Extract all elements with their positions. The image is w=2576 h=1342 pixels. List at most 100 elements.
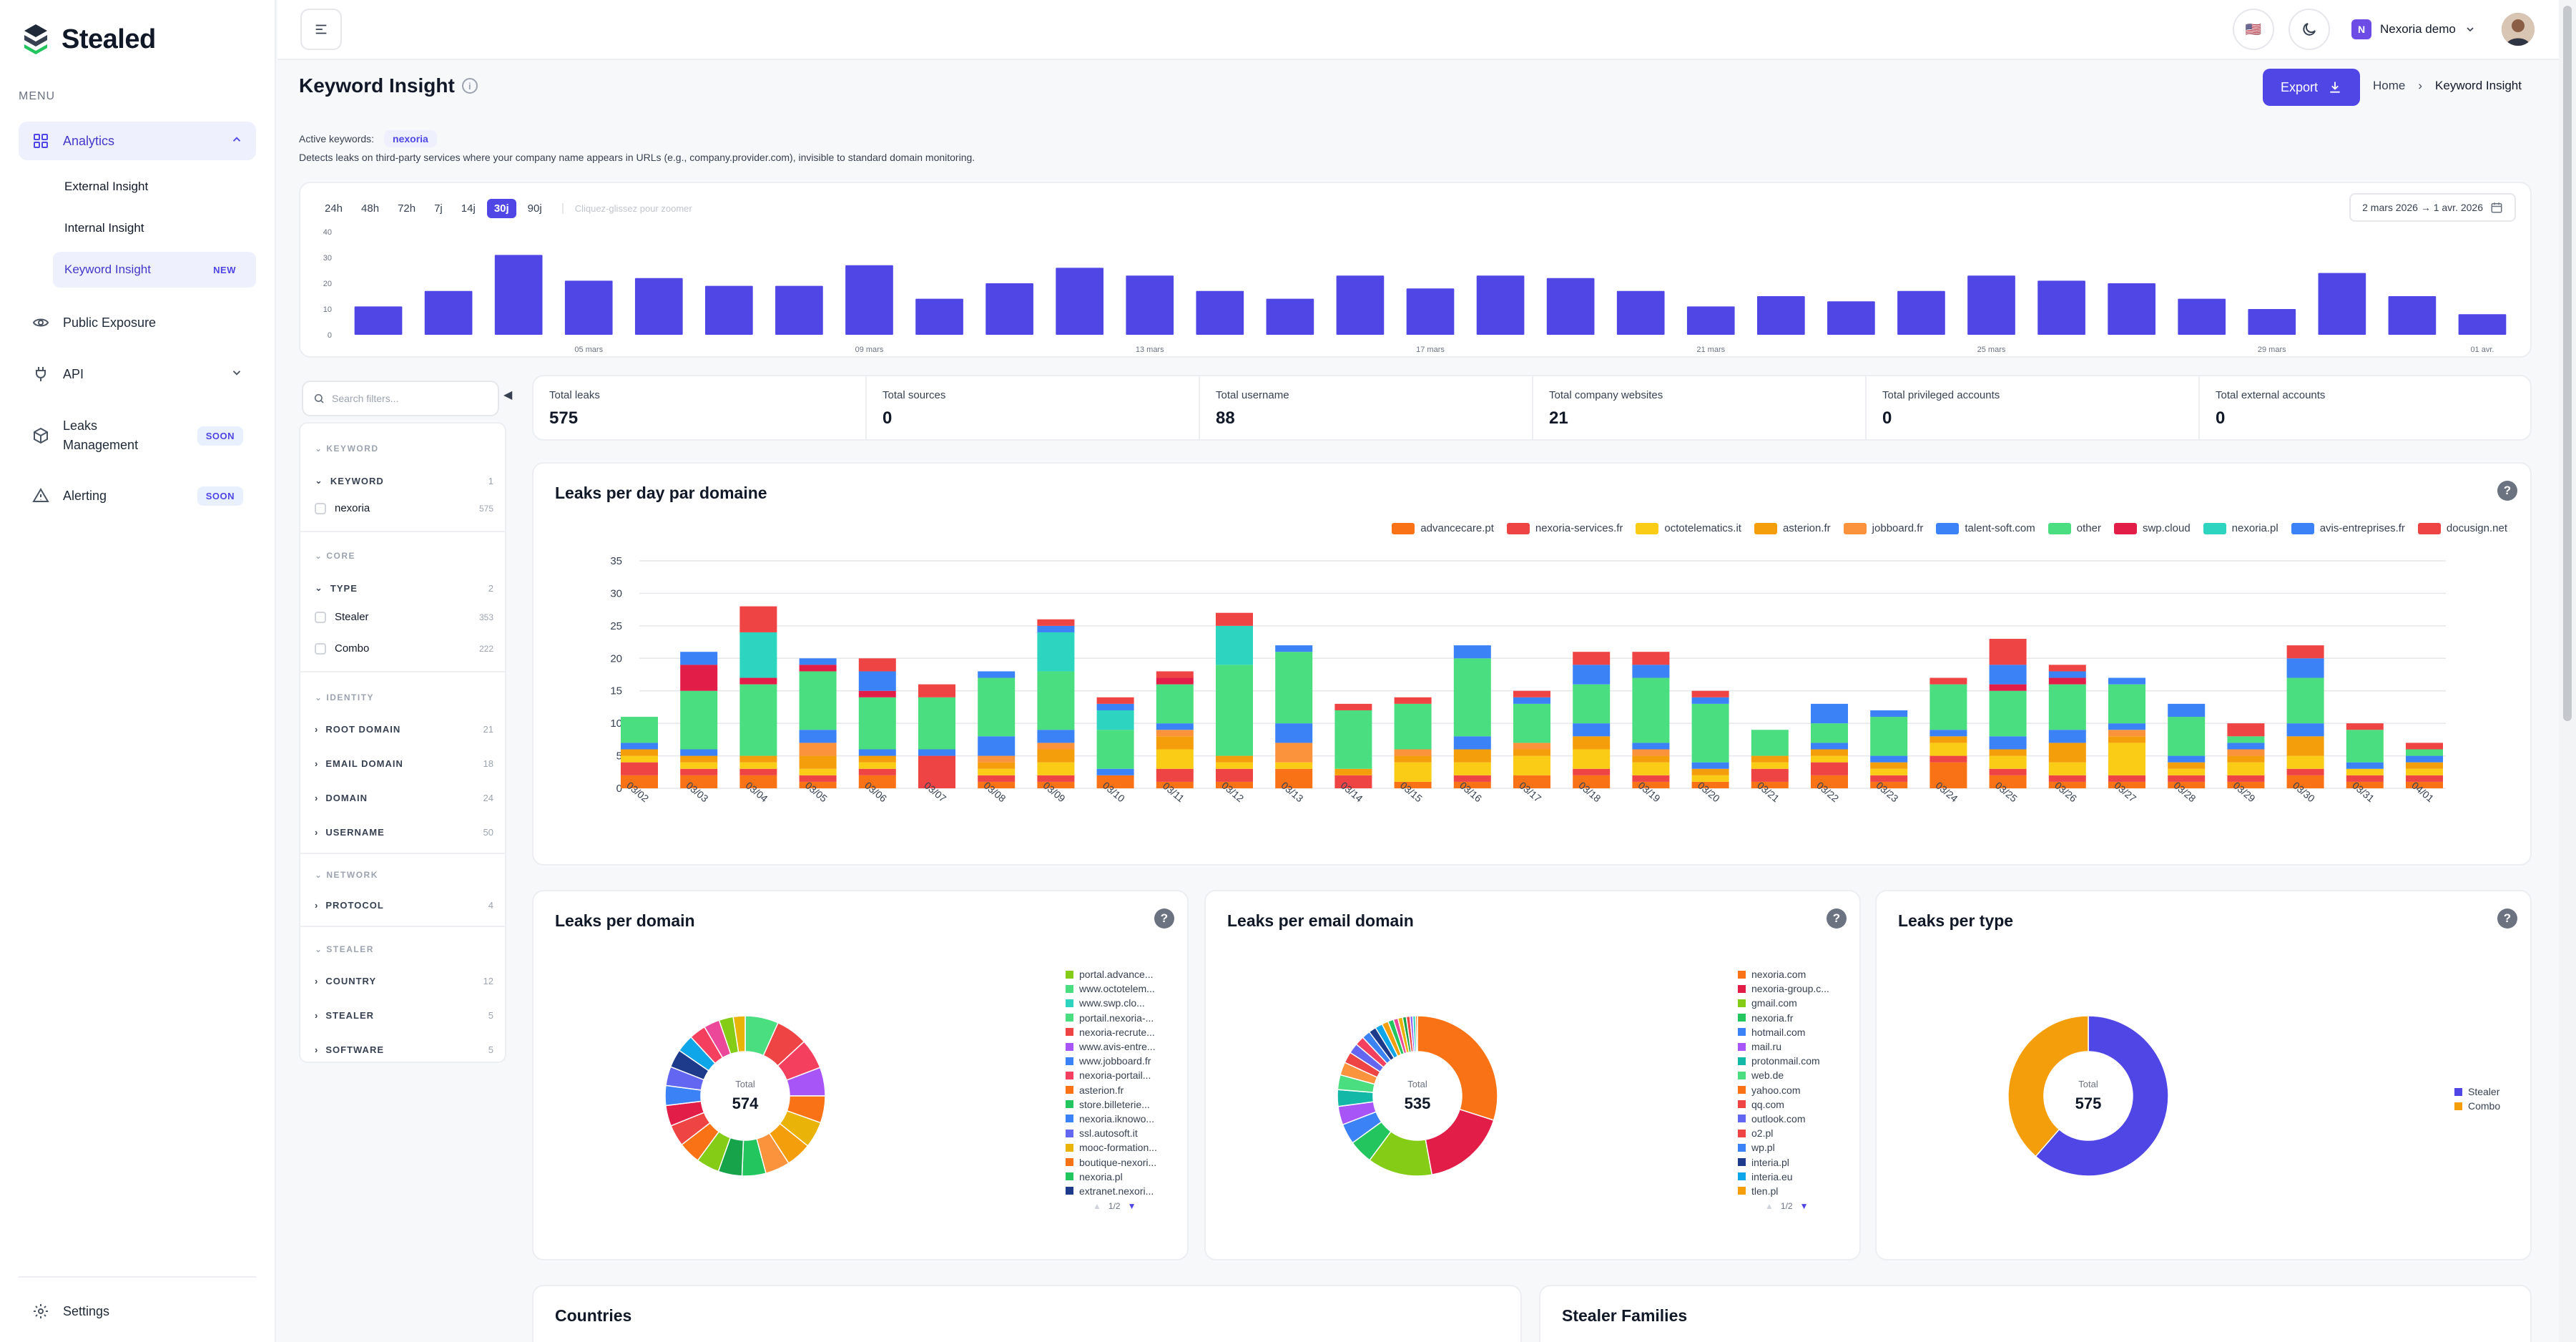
checkbox[interactable] [315,642,326,655]
breadcrumb-home[interactable]: Home [2373,79,2406,92]
legend-item[interactable]: nexoria-services.fr [1506,522,1623,534]
filter-section-identity[interactable]: ⌄ IDENTITY [315,692,374,702]
filter-option-combo[interactable]: Combo 222 [315,642,493,655]
theme-toggle-button[interactable] [2289,9,2330,50]
legend-item[interactable]: qq.com [1738,1097,1829,1112]
legend-item[interactable]: nexoria-group.c... [1738,981,1829,996]
sidebar-item-settings[interactable]: Settings [19,1292,256,1331]
pager-down-icon[interactable]: ▼ [1799,1201,1809,1211]
legend-item[interactable]: Stealer [2454,1084,2500,1099]
legend-item[interactable]: avis-entreprises.fr [2291,522,2405,534]
legend-item[interactable]: nexoria.fr [1738,1011,1829,1025]
legend-item[interactable]: docusign.net [2417,522,2507,534]
filter-section-keyword[interactable]: ⌄ KEYWORD [315,444,379,454]
legend-item[interactable]: swp.cloud [2113,522,2191,534]
legend-item[interactable]: other [2047,522,2101,534]
filter-option-stealer[interactable]: Stealer 353 [315,611,493,623]
help-icon[interactable]: ? [1827,908,1847,929]
legend-item[interactable]: mail.ru [1738,1039,1829,1054]
legend-item[interactable]: interia.pl [1738,1155,1829,1169]
filter-option-nexoria[interactable]: nexoria 575 [315,502,493,514]
filter-group-stealer[interactable]: › STEALER 5 [315,1010,493,1021]
sidebar-item-public-exposure[interactable]: Public Exposure [19,303,256,342]
legend-item[interactable]: Combo [2454,1099,2500,1113]
help-icon[interactable]: ? [2497,908,2517,929]
legend-item[interactable]: tlen.pl [1738,1184,1829,1198]
checkbox[interactable] [315,502,326,514]
export-button[interactable]: Export [2263,69,2360,106]
checkbox[interactable] [315,611,326,623]
help-icon[interactable]: ? [1154,908,1174,929]
sidebar-item-leaks-management[interactable]: Leaks Management SOON [19,412,256,459]
legend-item[interactable]: www.swp.clo... [1066,996,1157,1010]
sidebar-item-alerting[interactable]: Alerting SOON [19,476,256,515]
legend-item[interactable]: talent-soft.com [1936,522,2035,534]
legend-item[interactable]: ssl.autosoft.it [1066,1126,1157,1140]
legend-item[interactable]: yahoo.com [1738,1083,1829,1097]
legend-item[interactable]: www.jobboard.fr [1066,1054,1157,1068]
legend-item[interactable]: www.octotelem... [1066,981,1157,996]
language-button[interactable]: 🇺🇸 [2233,9,2274,50]
range-tab[interactable]: 72h [398,202,416,215]
filter-search-input[interactable]: Search filters... [302,381,499,416]
sidebar-item-external-insight[interactable]: External Insight [53,169,256,205]
legend-item[interactable]: interia.eu [1738,1170,1829,1184]
legend-item[interactable]: nexoria-recrute... [1066,1025,1157,1039]
date-range-picker[interactable]: 2 mars 2026 → 1 avr. 2026 [2349,193,2516,222]
range-tab[interactable]: 24h [325,202,343,215]
filter-group-email-domain[interactable]: › EMAIL DOMAIN 18 [315,758,493,769]
legend-item[interactable]: o2.pl [1738,1126,1829,1140]
scrollbar-thumb[interactable] [2563,6,2572,721]
pager-down-icon[interactable]: ▼ [1127,1201,1136,1211]
range-tab[interactable]: 48h [361,202,380,215]
legend-item[interactable]: extranet.nexori... [1066,1184,1157,1198]
legend-item[interactable]: asterion.fr [1066,1083,1157,1097]
filter-group-country[interactable]: › COUNTRY 12 [315,976,493,986]
pager-up-icon[interactable]: ▲ [1093,1201,1101,1211]
range-tab[interactable]: 7j [434,202,443,215]
legend-item[interactable]: portal.advance... [1066,967,1157,981]
sidebar-item-keyword-insight[interactable]: Keyword Insight NEW [53,252,256,288]
legend-item[interactable]: nexoria.com [1738,967,1829,981]
filter-group-software[interactable]: › SOFTWARE 5 [315,1044,493,1055]
range-tab[interactable]: 30j [486,199,516,218]
sidebar-item-api[interactable]: API [19,355,256,393]
menu-toggle-button[interactable] [300,9,342,50]
legend-item[interactable]: www.avis-entre... [1066,1039,1157,1054]
leaks-per-type-chart[interactable]: Total 575 [1877,891,2533,1262]
info-icon[interactable]: i [461,78,478,94]
filter-group-root-domain[interactable]: › ROOT DOMAIN 21 [315,724,493,735]
avatar[interactable] [2502,13,2535,46]
legend-item[interactable]: octotelematics.it [1636,522,1741,534]
filter-section-core[interactable]: ⌄ CORE [315,551,355,561]
legend-item[interactable]: portail.nexoria-... [1066,1011,1157,1025]
legend-item[interactable]: web.de [1738,1068,1829,1082]
sidebar-item-analytics[interactable]: Analytics [19,122,256,160]
legend-item[interactable]: outlook.com [1738,1112,1829,1126]
filter-section-network[interactable]: ⌄ NETWORK [315,870,378,880]
collapse-filters-icon[interactable]: ◀ [503,389,513,401]
legend-item[interactable]: advancecare.pt [1392,522,1494,534]
pager-up-icon[interactable]: ▲ [1765,1201,1774,1211]
legend-item[interactable]: hotmail.com [1738,1025,1829,1039]
filter-group-protocol[interactable]: › PROTOCOL 4 [315,900,493,911]
legend-item[interactable]: gmail.com [1738,996,1829,1010]
legend-item[interactable]: wp.pl [1738,1140,1829,1155]
filter-group-keyword[interactable]: ⌄ KEYWORD 1 [315,475,493,486]
legend-item[interactable]: nexoria.pl [2203,522,2278,534]
timeline-chart[interactable]: 40 30 20 10 0 05 mars 09 mars 13 mars 17 mars 21 … [300,183,2533,359]
legend-item[interactable]: jobboard.fr [1843,522,1923,534]
range-tab[interactable]: 14j [461,202,476,215]
help-icon[interactable]: ? [2497,481,2517,501]
brand[interactable]: Stealed [21,21,156,57]
legend-item[interactable]: nexoria-portail... [1066,1068,1157,1082]
sidebar-item-internal-insight[interactable]: Internal Insight [53,210,256,246]
filter-group-type[interactable]: ⌄ TYPE 2 [315,582,493,594]
legend-item[interactable]: store.billeterie... [1066,1097,1157,1112]
filter-group-username[interactable]: › USERNAME 50 [315,827,493,838]
legend-item[interactable]: nexoria.iknowo... [1066,1112,1157,1126]
legend-item[interactable]: protonmail.com [1738,1054,1829,1068]
organization-switcher[interactable]: N Nexoria demo [2351,11,2476,47]
filter-section-stealer[interactable]: ⌄ STEALER [315,944,374,954]
